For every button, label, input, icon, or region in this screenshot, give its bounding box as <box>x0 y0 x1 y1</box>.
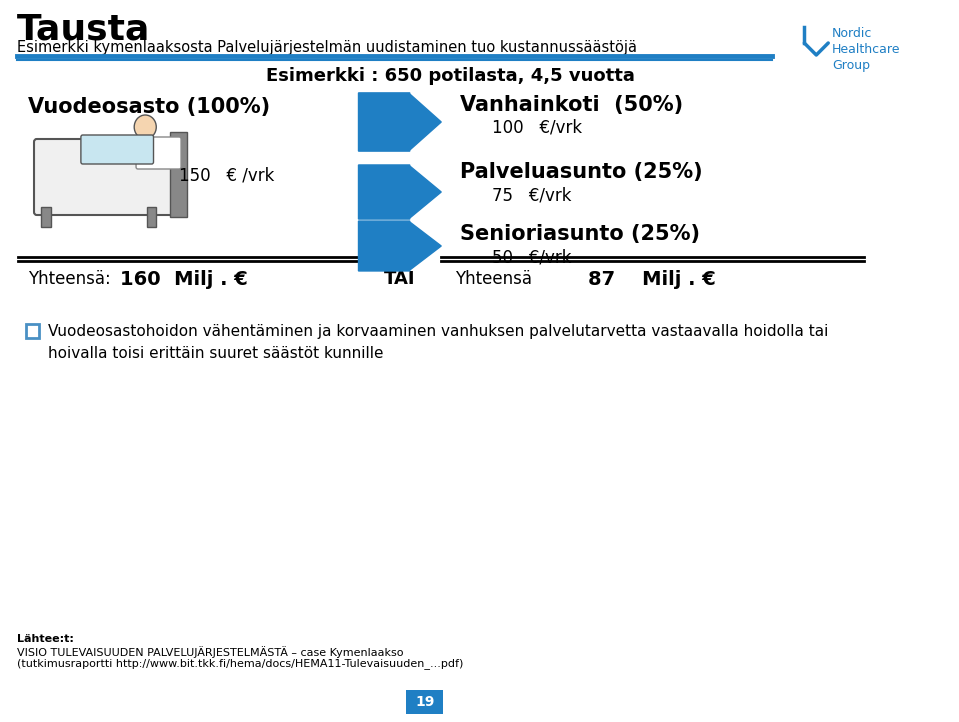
Text: 87    Milj . €: 87 Milj . € <box>588 270 716 289</box>
Text: Esimerkki : 650 potilasta, 4,5 vuotta: Esimerkki : 650 potilasta, 4,5 vuotta <box>266 67 635 85</box>
Text: Senioriasunto (25%): Senioriasunto (25%) <box>459 224 700 244</box>
Text: 19: 19 <box>415 695 434 709</box>
Text: VISIO TULEVAISUUDEN PALVELUJÄRJESTELMÄSTÄ – case Kymenlaakso: VISIO TULEVAISUUDEN PALVELUJÄRJESTELMÄST… <box>16 646 403 658</box>
FancyBboxPatch shape <box>81 135 153 164</box>
Polygon shape <box>359 221 441 271</box>
Text: 160  Milj . €: 160 Milj . € <box>120 270 247 289</box>
Bar <box>41 207 51 227</box>
Text: 150   € /vrk: 150 € /vrk <box>179 167 274 185</box>
FancyBboxPatch shape <box>136 137 181 169</box>
Bar <box>147 207 156 227</box>
Text: Nordic
Healthcare
Group: Nordic Healthcare Group <box>831 27 901 72</box>
Text: Esimerkki kymenlaaksosta Palvelujärjestelmän uudistaminen tuo kustannussäästöjä: Esimerkki kymenlaaksosta Palvelujärjeste… <box>16 40 637 55</box>
Text: Vanhainkoti  (50%): Vanhainkoti (50%) <box>459 95 683 115</box>
Polygon shape <box>359 93 441 151</box>
Bar <box>170 132 187 217</box>
Text: Palveluasunto (25%): Palveluasunto (25%) <box>459 162 702 182</box>
Polygon shape <box>359 165 441 219</box>
Bar <box>407 690 443 714</box>
Text: Vuodeosasto (100%): Vuodeosasto (100%) <box>28 97 269 117</box>
Bar <box>26 324 38 338</box>
Text: (tutkimusraportti http://www.bit.tkk.fi/hema/docs/HEMA11-Tulevaisuuden_...pdf): (tutkimusraportti http://www.bit.tkk.fi/… <box>16 658 463 669</box>
Text: Lähtee:t:: Lähtee:t: <box>16 634 74 644</box>
Text: Tausta: Tausta <box>16 12 150 46</box>
Circle shape <box>134 115 156 139</box>
FancyBboxPatch shape <box>34 139 187 215</box>
Text: 100   €/vrk: 100 €/vrk <box>492 119 582 137</box>
Text: Yhteensä: Yhteensä <box>455 270 532 288</box>
Text: 50   €/vrk: 50 €/vrk <box>492 248 572 266</box>
Text: TAI: TAI <box>385 270 415 288</box>
Text: Yhteensä:: Yhteensä: <box>28 270 110 288</box>
Text: Vuodeosastohoidon vähentäminen ja korvaaminen vanhuksen palvelutarvetta vastaava: Vuodeosastohoidon vähentäminen ja korvaa… <box>48 324 829 360</box>
Text: 75   €/vrk: 75 €/vrk <box>492 186 572 204</box>
